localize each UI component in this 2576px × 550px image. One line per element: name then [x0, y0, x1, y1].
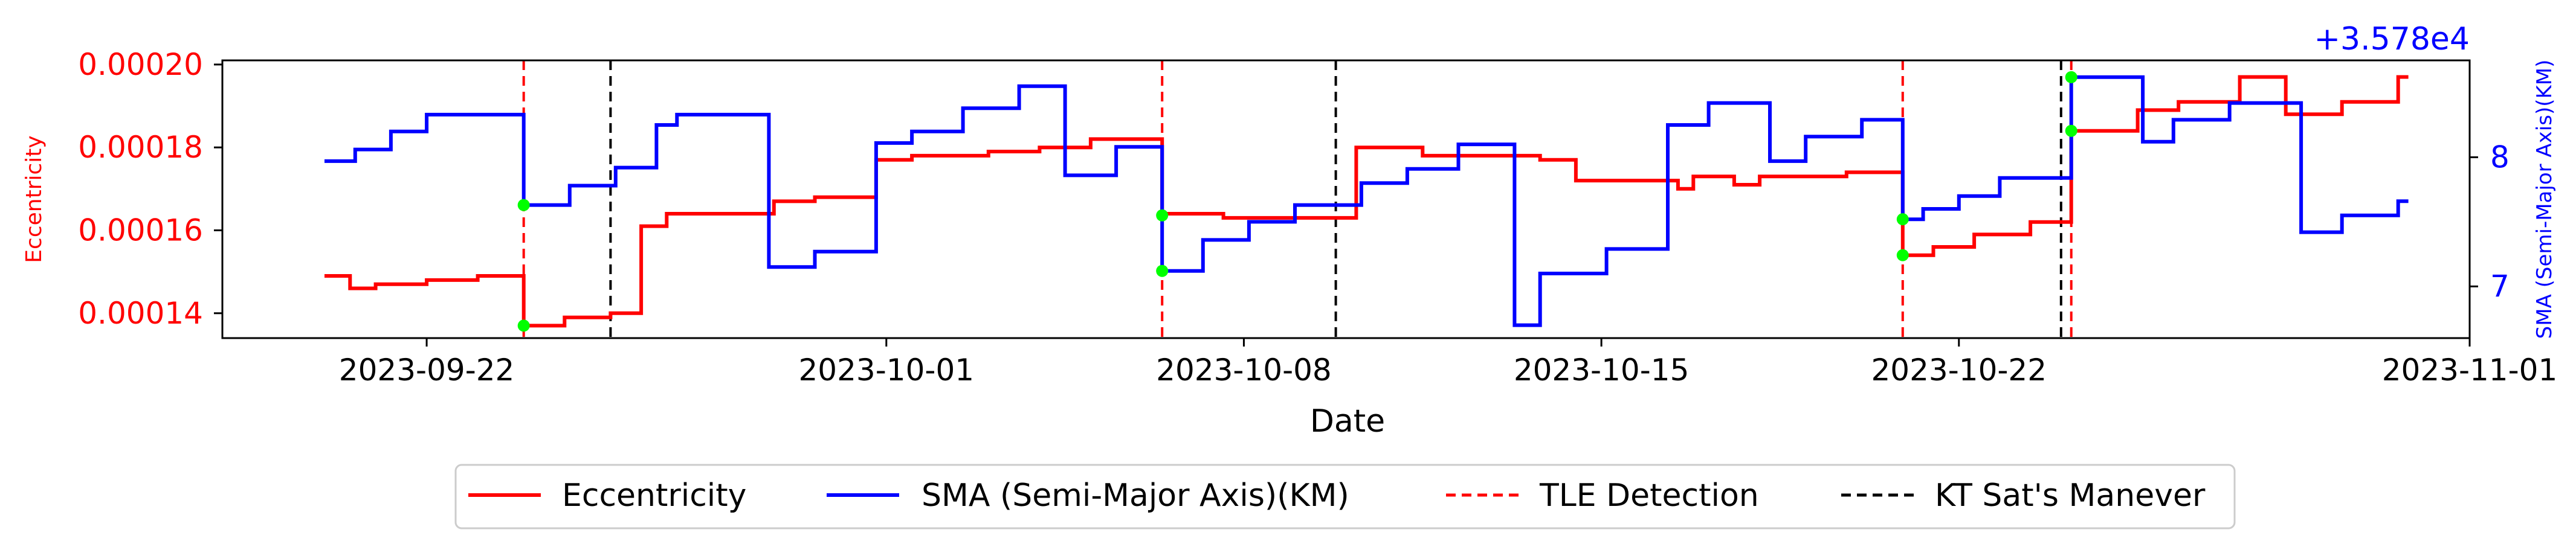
- y-axis-right-offset: +3.578e4: [2314, 21, 2470, 57]
- sma-series-line: [324, 75, 2409, 327]
- detection-marker-7: [2065, 124, 2077, 137]
- x-tick-label-4: 2023-10-22: [1871, 353, 2047, 388]
- legend-label-tle: TLE Detection: [1539, 478, 1759, 514]
- y-right-tick-label-0: 7: [2490, 269, 2510, 304]
- x-tick-label-3: 2023-10-15: [1514, 353, 1690, 388]
- detection-marker-4: [1896, 213, 1909, 226]
- y-axis-left-label: Eccentricity: [22, 135, 47, 263]
- axes: 2023-09-22 2023-10-01 2023-10-08 2023-10-15…: [78, 47, 2557, 388]
- legend: Eccentricity SMA (Semi-Major Axis)(KM) T…: [454, 464, 2236, 529]
- detection-marker-5: [1896, 249, 1909, 261]
- legend-label-kt: KT Sat's Manever: [1935, 478, 2206, 514]
- legend-frame: [454, 464, 2236, 529]
- y-left-tick-label-2: 0.00018: [78, 130, 203, 165]
- y-left-tick-label-3: 0.00020: [78, 47, 203, 82]
- detection-marker-6: [2065, 71, 2077, 83]
- x-axis-label: Date: [1310, 403, 1385, 440]
- legend-label-sma: SMA (Semi-Major Axis)(KM): [922, 478, 1349, 514]
- y-axis-right-label: SMA (Semi-Major Axis)(KM): [2532, 60, 2557, 339]
- plot-area: [324, 60, 2409, 338]
- legend-label-eccentricity: Eccentricity: [562, 478, 746, 514]
- x-tick-label-1: 2023-10-01: [799, 353, 975, 388]
- y-right-tick-label-1: 8: [2490, 139, 2510, 174]
- detection-marker-3: [1156, 264, 1169, 277]
- detection-marker-0: [517, 199, 530, 211]
- plot-frame: [221, 59, 2471, 339]
- y-left-tick-label-0: 0.00014: [78, 296, 203, 331]
- y-left-tick-label-1: 0.00016: [78, 213, 203, 248]
- x-tick-label-5: 2023-11-01: [2382, 353, 2558, 388]
- detection-marker-1: [517, 319, 530, 332]
- x-tick-label-2: 2023-10-08: [1156, 353, 1332, 388]
- x-tick-label-0: 2023-09-22: [339, 353, 515, 388]
- detection-marker-2: [1156, 209, 1169, 222]
